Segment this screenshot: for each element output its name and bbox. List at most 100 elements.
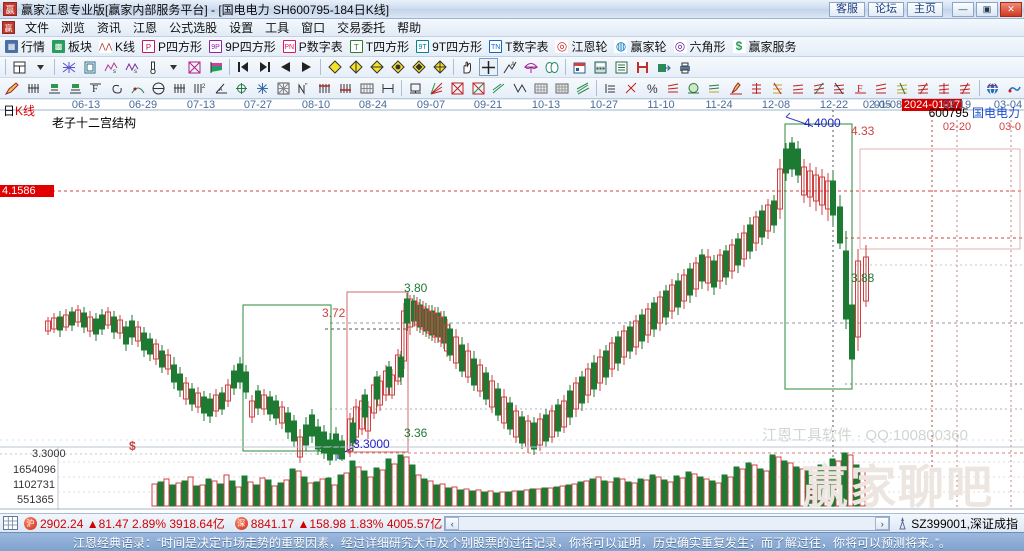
hh-icon[interactable]	[378, 79, 397, 97]
slope-icon[interactable]	[490, 79, 509, 97]
shortcut-gann-wheel[interactable]: ◎ 江恩轮	[553, 38, 612, 55]
diamond1-icon[interactable]	[325, 58, 344, 76]
menu-news[interactable]: 资讯	[97, 21, 122, 35]
crosshair-plus-icon[interactable]	[479, 58, 498, 76]
n-quote-icon[interactable]: "	[295, 79, 314, 97]
print-icon[interactable]	[675, 58, 694, 76]
gann-fan-icon[interactable]	[45, 79, 64, 97]
percent-icon[interactable]: %	[643, 79, 662, 97]
diamond3-icon[interactable]	[367, 58, 386, 76]
shortcut-winner-wheel[interactable]: ◍ 赢家轮	[612, 38, 671, 55]
menu-help[interactable]: 帮助	[397, 21, 422, 35]
link-icon[interactable]	[1004, 79, 1023, 97]
next-bar-icon[interactable]	[297, 58, 316, 76]
menu-file[interactable]: 文件	[25, 21, 50, 35]
red-comb1-icon[interactable]	[316, 79, 335, 97]
shortcut-sector[interactable]: ▩ 板块	[50, 38, 97, 55]
close-button[interactable]: ✕	[1000, 2, 1022, 17]
restore-button[interactable]: ▣	[976, 2, 998, 17]
box-red2-icon[interactable]	[469, 79, 488, 97]
grid-view-icon[interactable]	[3, 516, 18, 530]
cross-circle-icon[interactable]	[232, 79, 251, 97]
last-bar-icon[interactable]	[255, 58, 274, 76]
sym1-icon[interactable]	[747, 79, 766, 97]
homepage-button[interactable]: 主页	[907, 2, 943, 17]
sym4-icon[interactable]	[810, 79, 829, 97]
grid-lines-icon[interactable]	[170, 79, 189, 97]
waves-icon[interactable]	[573, 79, 592, 97]
menu-formula-stock-pick[interactable]: 公式选股	[169, 21, 218, 35]
net-icon[interactable]	[358, 79, 377, 97]
red-comb2-icon[interactable]	[337, 79, 356, 97]
scroll-left-button[interactable]: ‹	[445, 516, 460, 530]
globe-icon[interactable]	[983, 79, 1002, 97]
calendar-dropdown-icon[interactable]	[10, 58, 29, 76]
shortcut-t-square[interactable]: T T四方形	[348, 38, 414, 55]
gann-grid-icon[interactable]	[185, 58, 204, 76]
box-grid-icon[interactable]	[274, 79, 293, 97]
chart-area[interactable]: 06-13 06-29 07-13 07-27 08-10 08-24 09-0…	[0, 99, 1024, 513]
sym3-icon[interactable]	[789, 79, 808, 97]
sym6-icon[interactable]	[872, 79, 891, 97]
umbrella-icon[interactable]	[521, 58, 540, 76]
sym9-icon[interactable]	[935, 79, 954, 97]
thermo-icon[interactable]	[143, 58, 162, 76]
clipboard-icon[interactable]	[80, 58, 99, 76]
ink-icon[interactable]	[726, 79, 745, 97]
lines2-icon[interactable]	[705, 79, 724, 97]
kline-chart-svg[interactable]	[0, 99, 1024, 510]
sh-index-stats[interactable]: 2902.24 ▲81.47 2.89% 3918.64亿	[40, 515, 225, 532]
shortcut-p-number-table[interactable]: PN P数字表	[281, 38, 348, 55]
valley-icon[interactable]	[511, 79, 530, 97]
sym7-icon[interactable]	[893, 79, 912, 97]
save-icon[interactable]	[633, 58, 652, 76]
stage-icon[interactable]	[406, 79, 425, 97]
star-icon[interactable]	[253, 79, 272, 97]
shortcut-9p-square[interactable]: 9P 9P四方形	[207, 38, 281, 55]
mesh-icon[interactable]	[531, 79, 550, 97]
right-index-info[interactable]: SZ399001,深证成指	[892, 515, 1024, 532]
shortcut-t-number-table[interactable]: TN T数字表	[487, 38, 553, 55]
angle-icon[interactable]: A	[212, 79, 231, 97]
comb-icon[interactable]	[24, 79, 43, 97]
menu-gann[interactable]: 江恩	[133, 21, 158, 35]
menu-browse[interactable]: 浏览	[61, 21, 86, 35]
dropdown-arrow2-icon[interactable]	[164, 58, 183, 76]
menu-settings[interactable]: 设置	[229, 21, 254, 35]
shortcut-hexagon[interactable]: ◎ 六角形	[672, 38, 731, 55]
arc-icon[interactable]	[128, 79, 147, 97]
shortcut-p-square[interactable]: P P四方形	[140, 38, 207, 55]
box-red-icon[interactable]	[448, 79, 467, 97]
f-red-icon[interactable]: F	[851, 79, 870, 97]
mesh2-icon[interactable]	[552, 79, 571, 97]
brain-icon[interactable]	[542, 58, 561, 76]
minimize-button[interactable]: —	[952, 2, 974, 17]
circle-green-icon[interactable]	[684, 79, 703, 97]
prev-bar-icon[interactable]	[276, 58, 295, 76]
n2-icon[interactable]: 2	[191, 79, 210, 97]
pen-icon[interactable]	[3, 79, 22, 97]
shortcut-winner-service[interactable]: $ 赢家服务	[731, 38, 802, 55]
pct-red-icon[interactable]	[622, 79, 641, 97]
shortcut-quotes[interactable]: ▦ 行情	[3, 38, 50, 55]
dropdown-arrow-icon[interactable]	[31, 58, 50, 76]
calendar-blue-icon[interactable]	[570, 58, 589, 76]
menu-tools[interactable]: 工具	[265, 21, 290, 35]
period-indicator[interactable]: 日K线	[3, 102, 35, 119]
flag-icon[interactable]	[206, 58, 225, 76]
forum-button[interactable]: 论坛	[868, 2, 904, 17]
shortcut-9t-square[interactable]: 9T 9T四方形	[414, 38, 487, 55]
status-scrollbar[interactable]: ‹ ›	[444, 515, 891, 531]
sym8-icon[interactable]	[914, 79, 933, 97]
crosshair-net-icon[interactable]	[59, 58, 78, 76]
lines1-icon[interactable]	[664, 79, 683, 97]
scroll-track[interactable]	[459, 516, 876, 530]
diamond6-icon[interactable]	[430, 58, 449, 76]
customer-service-button[interactable]: 客服	[829, 2, 865, 17]
diamond2-icon[interactable]	[346, 58, 365, 76]
sym2-icon[interactable]	[768, 79, 787, 97]
notes-icon[interactable]	[612, 58, 631, 76]
eq-icon[interactable]	[601, 79, 620, 97]
spiral-icon[interactable]	[107, 79, 126, 97]
hand-icon[interactable]	[458, 58, 477, 76]
